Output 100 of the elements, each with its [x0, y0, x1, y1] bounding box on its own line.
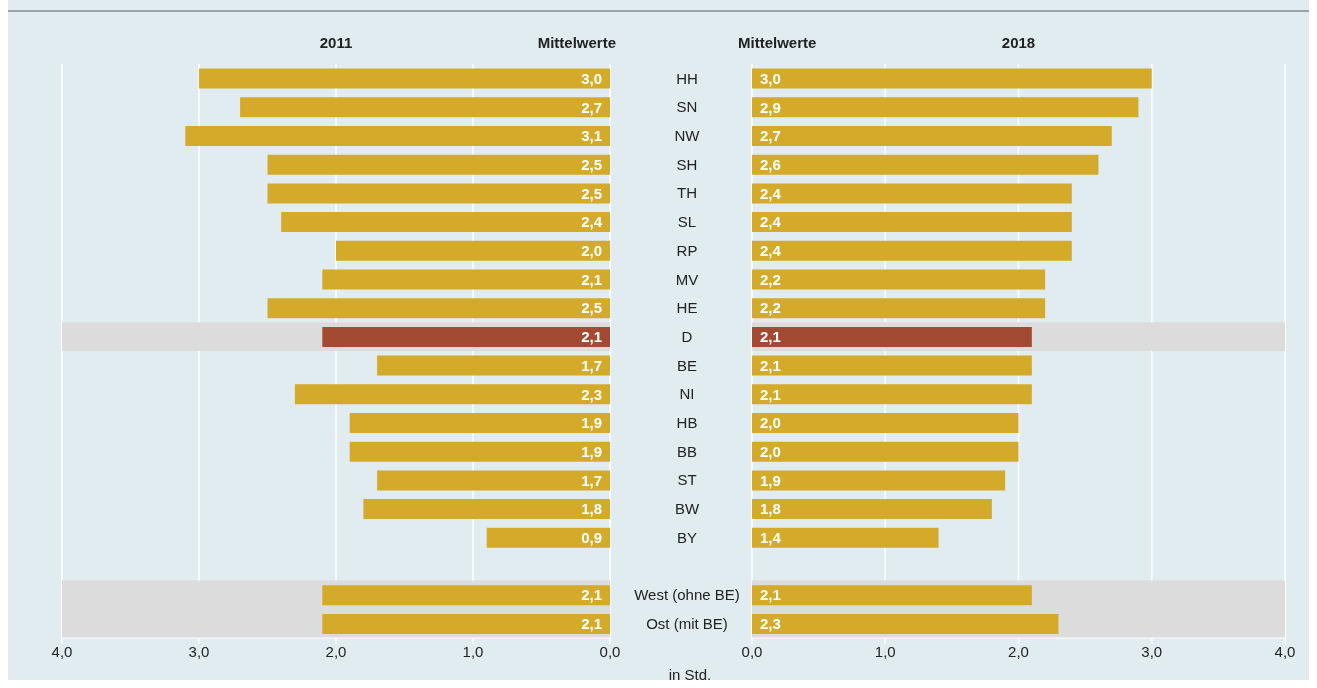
- data-label: 3,0: [760, 69, 781, 87]
- y-tick-label: MV: [675, 270, 699, 288]
- bar: [349, 412, 610, 433]
- bar: [752, 68, 1152, 89]
- data-label: 2,4: [581, 213, 603, 231]
- bar: [752, 384, 1032, 405]
- x-tick-label: 2,0: [325, 642, 347, 660]
- bar: [363, 499, 610, 520]
- data-label: 1,4: [760, 529, 782, 547]
- bar: [322, 269, 610, 290]
- data-label: 1,7: [581, 471, 602, 489]
- bar: [752, 355, 1032, 376]
- bar: [752, 240, 1072, 261]
- data-label: 2,3: [581, 385, 602, 403]
- data-label: 1,9: [581, 414, 602, 432]
- data-label: 2,1: [581, 328, 602, 346]
- data-label: 2,4: [760, 213, 782, 231]
- data-label: 2,4: [760, 184, 782, 202]
- data-label: 3,0: [581, 69, 602, 87]
- y-tick-label: HB: [676, 414, 698, 431]
- bar: [752, 499, 992, 520]
- data-label: 0,9: [581, 529, 602, 547]
- bar: [267, 183, 610, 204]
- chart-title: 2011: [319, 34, 353, 51]
- x-tick-label: 4,0: [51, 642, 73, 660]
- bar: [752, 412, 1019, 433]
- chart-title: 2018: [1001, 34, 1036, 51]
- bar: [752, 441, 1019, 462]
- data-label: 2,1: [760, 586, 781, 604]
- bar: [322, 585, 610, 606]
- bar: [752, 527, 939, 548]
- y-tick-label: HE: [676, 299, 698, 317]
- y-tick-label: NW: [674, 127, 701, 144]
- data-label: 1,7: [581, 356, 602, 374]
- data-label: 2,5: [581, 155, 602, 173]
- y-tick-label: TH: [677, 184, 697, 202]
- x-tick-label: 0,0: [741, 642, 763, 660]
- bar: [199, 68, 610, 89]
- bar: [752, 326, 1032, 347]
- x-tick-label: 3,0: [1141, 642, 1163, 660]
- data-label: 2,1: [581, 615, 602, 633]
- bar: [267, 298, 610, 319]
- data-label: 1,9: [760, 471, 781, 489]
- bar: [336, 240, 610, 261]
- bar: [752, 470, 1006, 491]
- bar: [377, 355, 610, 376]
- bar: [294, 384, 610, 405]
- x-tick-label: 0,0: [599, 642, 621, 660]
- data-label: 2,1: [581, 586, 602, 604]
- data-label: 2,1: [760, 356, 781, 374]
- data-label: 2,0: [760, 442, 781, 460]
- text: Mittelwerte: [537, 34, 616, 51]
- y-tick-label: BB: [676, 442, 698, 460]
- data-label: 2,2: [760, 299, 781, 317]
- x-axis-title: in Std.: [667, 666, 713, 682]
- data-label: 1,9: [581, 442, 602, 460]
- data-label: 2,0: [760, 414, 781, 432]
- y-tick-label: BW: [674, 500, 700, 518]
- bar: [486, 527, 610, 548]
- data-label: 2,1: [581, 270, 602, 288]
- x-tick-label: 1,0: [874, 642, 896, 660]
- bar: [752, 298, 1046, 319]
- data-label: 2,1: [760, 385, 781, 403]
- data-label: 2,4: [760, 242, 782, 260]
- bar: [752, 125, 1112, 146]
- x-tick-label: 3,0: [188, 642, 210, 660]
- data-label: 3,1: [581, 127, 602, 145]
- bar: [281, 212, 610, 233]
- data-label: 2,0: [581, 242, 602, 260]
- data-label: 2,9: [760, 98, 781, 116]
- bar: [752, 212, 1072, 233]
- data-label: 2,2: [760, 270, 781, 288]
- y-tick-label: RP: [676, 241, 698, 259]
- bar: [349, 441, 610, 462]
- x-tick-label: 2,0: [1008, 642, 1029, 660]
- x-tick-label: 1,0: [462, 642, 484, 660]
- data-label: 2,5: [581, 299, 602, 317]
- y-tick-label: HH: [676, 69, 698, 87]
- y-tick-label: SH: [676, 155, 698, 173]
- data-label: 2,6: [760, 155, 781, 173]
- data-label: 2,1: [760, 328, 781, 346]
- y-tick-label: BE: [676, 356, 698, 374]
- bar: [752, 97, 1139, 118]
- data-label: 2,5: [581, 184, 602, 202]
- y-tick-label: SL: [677, 213, 697, 231]
- bar: [377, 470, 610, 491]
- y-tick-label: ST: [677, 471, 697, 489]
- y-tick-label: Ost (mit BE): [646, 614, 728, 632]
- bar: [752, 585, 1032, 606]
- bar: [752, 154, 1099, 175]
- text: Mittelwerte: [738, 34, 817, 51]
- data-label: 2,3: [760, 615, 781, 633]
- bar: [322, 613, 610, 634]
- bar: [185, 125, 610, 146]
- y-tick-label: D: [681, 327, 693, 345]
- y-tick-label: BY: [676, 528, 698, 546]
- x-tick-label: 4,0: [1274, 642, 1296, 660]
- bar: [267, 154, 610, 175]
- bar: [752, 269, 1046, 290]
- data-label: 1,8: [760, 500, 781, 518]
